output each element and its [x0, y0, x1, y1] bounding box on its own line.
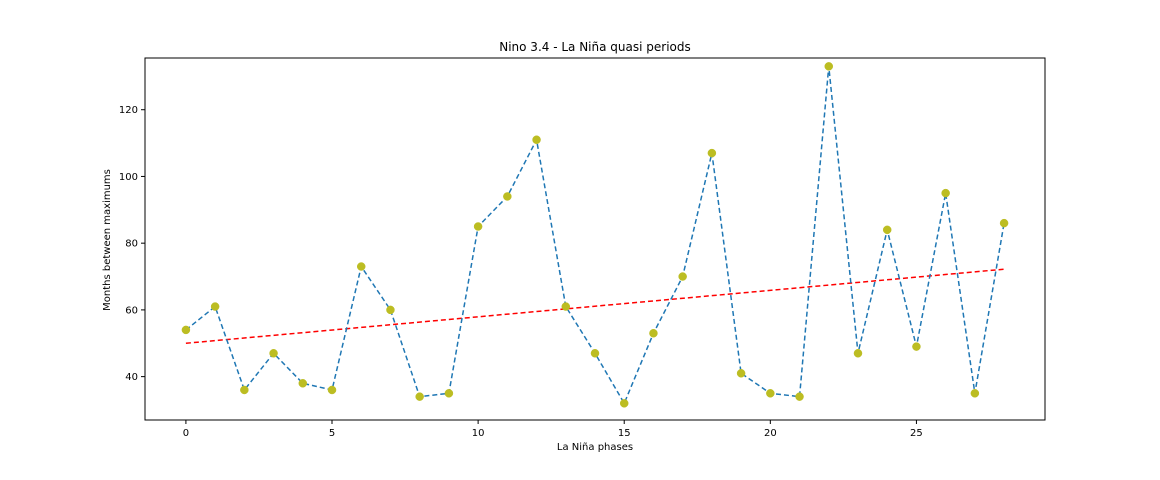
data-point: [795, 392, 804, 401]
x-tick-label: 5: [329, 428, 335, 439]
data-point: [590, 349, 600, 358]
data-point: [678, 272, 687, 281]
data-point: [473, 222, 483, 231]
x-tick-label: 10: [472, 428, 485, 439]
x-tick-label: 20: [764, 428, 777, 439]
axes-frame: [144, 57, 1046, 421]
data-point: [503, 192, 512, 201]
y-tick-label: 80: [125, 239, 138, 250]
data-point: [181, 325, 191, 335]
data-point: [736, 369, 746, 378]
y-axis: 40 60 80 100 120: [119, 105, 145, 383]
data-point: [269, 349, 278, 358]
x-tick-label: 25: [910, 428, 923, 439]
x-tick-label: 15: [618, 428, 631, 439]
data-point: [882, 225, 892, 235]
data-point: [327, 385, 337, 395]
data-point: [912, 342, 921, 351]
data-point: [970, 389, 980, 398]
y-tick-label: 60: [125, 305, 138, 316]
data-point: [356, 262, 366, 271]
x-axis: 0 5 10 15 20 25: [183, 420, 923, 439]
data-point: [619, 399, 629, 408]
y-tick-label: 100: [119, 172, 138, 183]
data-point: [386, 305, 395, 315]
data-point: [707, 148, 717, 158]
plot-area: [181, 62, 1009, 408]
chart-title: Nino 3.4 - La Niña quasi periods: [499, 40, 691, 54]
data-point: [210, 302, 220, 311]
y-tick-label: 40: [125, 372, 138, 383]
data-point: [561, 302, 571, 311]
data-point: [941, 188, 950, 198]
data-point: [298, 379, 308, 388]
trend-line: [185, 268, 1005, 345]
y-tick-label: 120: [119, 105, 138, 116]
x-axis-label: La Niña phases: [557, 442, 633, 453]
data-point: [853, 349, 863, 358]
data-point: [532, 135, 541, 144]
data-point: [999, 218, 1009, 228]
data-point: [415, 392, 424, 401]
y-axis-label: Months between maximums: [102, 169, 113, 311]
data-point: [824, 62, 834, 71]
x-tick-label: 0: [183, 428, 189, 439]
data-point: [766, 389, 775, 398]
data-point: [240, 385, 249, 395]
data-point: [649, 329, 658, 338]
data-point: [444, 389, 454, 398]
